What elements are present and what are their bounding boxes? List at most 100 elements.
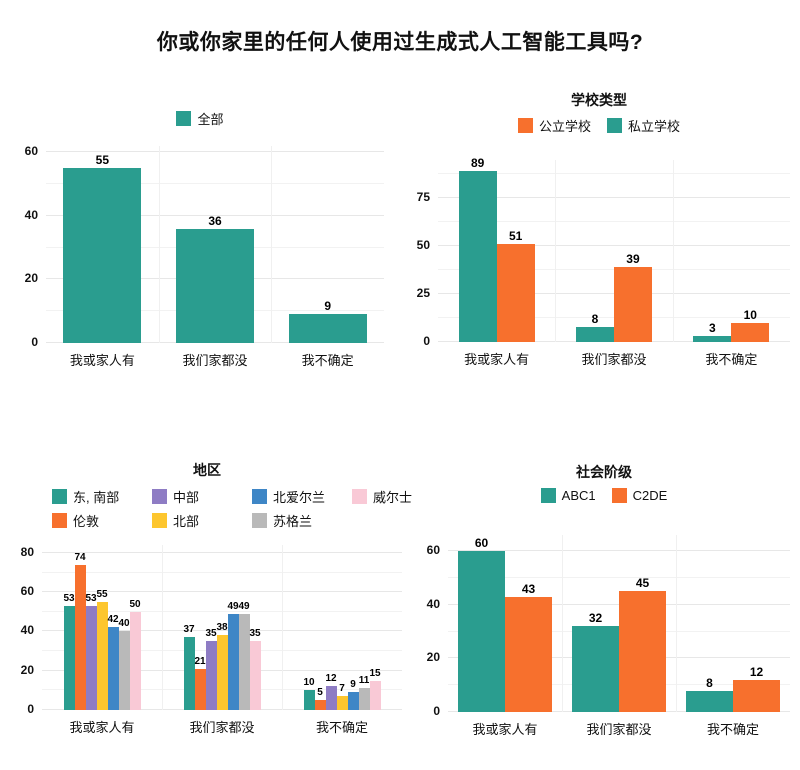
x-axis-labels: 我或家人有 我们家都没 我不确定 (448, 712, 790, 738)
chart-title: 地区 (193, 462, 221, 478)
x-category-label: 我们家都没 (581, 352, 647, 367)
gridline-major (438, 197, 790, 199)
legend-label: 伦敦 (73, 514, 100, 529)
bar-value-label: 32 (588, 611, 603, 625)
bar-teal: 89 (458, 156, 497, 342)
legend-swatch-orange (52, 513, 67, 528)
bar-pink: 15 (369, 668, 381, 710)
legend-swatch-teal (540, 488, 556, 503)
y-tick-label: 80 (20, 544, 34, 559)
bar-value-label: 39 (626, 252, 640, 266)
x-category-label: 我不确定 (315, 720, 368, 735)
y-axis: 0 25 50 75 (408, 160, 438, 348)
gridline-minor (42, 571, 402, 573)
x-category-label: 我们家都没 (189, 720, 255, 735)
bar-value-label: 11 (358, 675, 370, 686)
bar-teal: 55 (63, 153, 142, 343)
bar-value-label: 45 (635, 576, 650, 590)
legend-item: 苏格兰 (252, 511, 349, 530)
legend-item: 伦敦 (52, 511, 149, 530)
gridline-major (438, 245, 790, 247)
bar-gray: 40 (118, 618, 130, 710)
bar-teal: 9 (288, 299, 367, 343)
y-tick-label: 20 (20, 662, 34, 677)
legend-item: ABC1 (540, 488, 596, 503)
bar-value-label: 8 (591, 312, 599, 326)
gridline-minor (438, 221, 790, 223)
legend-label: 苏格兰 (273, 514, 313, 529)
bar-teal: 32 (572, 611, 619, 712)
bar-value-label: 53 (85, 593, 97, 604)
bar-value-label: 3 (708, 321, 716, 335)
bar-value-label: 21 (194, 656, 206, 667)
plot-area: 0 20 40 60 60 43 32 45 8 12 (418, 535, 790, 718)
legend-item: 威尔士 (352, 487, 449, 506)
y-tick-label: 75 (416, 190, 430, 205)
x-category-label: 我不确定 (301, 353, 354, 368)
legend-label: 威尔士 (373, 490, 413, 505)
y-axis: 0 20 40 60 80 (12, 544, 42, 716)
bar-value-label: 55 (96, 589, 108, 600)
bar-purple: 35 (205, 628, 217, 710)
bar-orange: 12 (733, 665, 780, 712)
bar-value-label: 38 (216, 622, 228, 633)
y-axis: 0 20 40 60 (418, 535, 448, 718)
bar-value-label: 40 (118, 618, 130, 629)
bar-group: 89 51 (438, 156, 555, 342)
legend: 公立学校 私立学校 (517, 116, 680, 135)
bar-orange: 51 (496, 229, 535, 342)
bar-teal: 8 (575, 312, 614, 342)
plot-area: 0 20 40 60 55 36 9 (16, 144, 384, 349)
bar-value-label: 37 (183, 624, 195, 635)
bar-group: 32 45 (562, 535, 676, 712)
bar-group: 3 10 (673, 160, 790, 342)
page-title: 你或你家里的任何人使用过生成式人工智能工具吗? (156, 31, 644, 54)
bar-group: 55 (46, 146, 159, 343)
chart-header: 地区 东, 南部 伦敦 中部 北部 北爱尔兰 苏格兰 威尔士 (12, 458, 412, 545)
bar-groups: 53 74 53 55 42 40 50 37 21 35 38 49 49 35 10 5 12 7 9 11 15 (42, 545, 402, 710)
gridline-minor (42, 610, 402, 612)
bar-yellow: 7 (336, 683, 348, 710)
bar-group: 8 12 (676, 535, 790, 712)
chart-school-type: 学校类型 公立学校 私立学校 0 25 50 75 89 51 8 39 3 10 我或家人有 我们家都没我… (408, 88, 790, 368)
bar-value-label: 53 (63, 593, 75, 604)
gridline-vertical (161, 545, 163, 710)
bar-value-label: 10 (303, 677, 315, 688)
bar-group: 37 21 35 38 49 49 35 (162, 545, 282, 710)
bar-orange: 39 (613, 252, 652, 342)
legend-swatch-pink (352, 489, 367, 504)
bar-purple: 12 (325, 673, 337, 710)
bar-value-label: 15 (369, 668, 381, 679)
bar-group: 36 (159, 146, 272, 343)
bar-orange: 10 (731, 308, 770, 342)
bar-value-label: 7 (339, 683, 345, 694)
bar-value-label: 49 (227, 601, 239, 612)
legend: 全部 (176, 109, 224, 128)
chart-title: 学校类型 (571, 92, 627, 108)
y-tick-label: 60 (24, 144, 38, 159)
y-tick-label: 50 (416, 238, 430, 253)
legend-label: 全部 (197, 112, 224, 127)
plot-grid: 60 43 32 45 8 12 (448, 535, 790, 712)
bar-group: 10 5 12 7 9 11 15 (282, 545, 402, 710)
legend-swatch-orange (517, 118, 533, 133)
plot-area: 0 25 50 75 89 51 8 39 3 10 (408, 156, 790, 348)
x-category-label: 我不确定 (706, 722, 759, 737)
y-tick-label: 0 (27, 702, 34, 716)
legend-swatch-gray (252, 513, 267, 528)
legend: 东, 南部 伦敦 中部 北部 北爱尔兰 苏格兰 威尔士 (12, 487, 449, 530)
legend-item: 东, 南部 (52, 487, 149, 506)
bar-group: 9 (271, 146, 384, 343)
bar-pink: 50 (129, 599, 141, 710)
plot-grid: 55 36 9 (46, 146, 384, 343)
bar-value-label: 60 (474, 536, 489, 550)
y-tick-label: 20 (426, 650, 440, 665)
bar-teal: 8 (686, 676, 733, 712)
y-tick-label: 60 (20, 584, 34, 599)
bar-teal: 60 (458, 536, 505, 712)
legend-label: 北爱尔兰 (273, 490, 326, 505)
chart-region: 地区 东, 南部 伦敦 中部 北部 北爱尔兰 苏格兰 威尔士 0 20 40 60 80 53 74 53 55… (12, 458, 412, 736)
legend: ABC1 C2DE (540, 488, 667, 503)
x-category-label: 我们家都没 (586, 722, 652, 737)
